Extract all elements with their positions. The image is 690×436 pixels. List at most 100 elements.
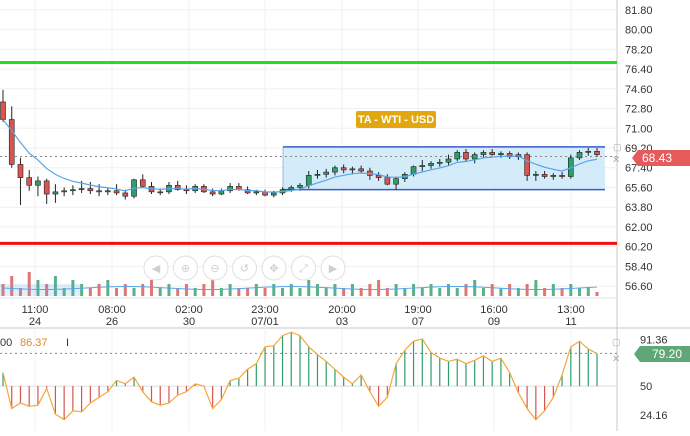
candle [35,180,41,186]
volume-bar [45,284,49,296]
candle [594,150,600,155]
candle [445,158,452,163]
candle [550,175,557,177]
date-label: 24 [29,316,41,328]
candle [113,190,120,194]
candle [393,178,399,185]
volume-bar [211,280,215,296]
volume-bar [1,284,5,296]
volume-bar [184,284,188,296]
price-tick-label: 72.80 [625,104,653,116]
candle [384,177,391,185]
volume-bar [385,288,389,296]
left-arrow-icon-glyph: ◀ [152,263,161,275]
toolbar-button-bg[interactable] [202,255,228,281]
volume-bar [455,288,459,296]
current-price-tag: 68.43 [632,150,690,166]
volume-bar [123,284,127,296]
volume-bar [516,288,520,296]
volume-bar [254,284,258,296]
candle [340,167,347,171]
osc-current-label: 79.20 [652,347,682,361]
price-tick-label: 76.40 [625,64,653,76]
candle [471,154,478,160]
volume-bar [481,288,485,296]
candle [559,175,565,177]
volume-bar [508,284,512,296]
volume-bar [342,288,346,296]
time-label: 20:00 [328,304,356,316]
volume-bar [333,284,337,296]
candle [122,192,129,197]
price-axis[interactable]: 81.8080.0078.2076.4074.6072.8071.0069.20… [625,5,653,293]
volume-bar [438,288,442,296]
volume-bar [595,292,599,296]
candle [524,154,530,176]
candle [419,165,426,167]
date-label: 07/01 [251,316,279,328]
left-arrow-icon[interactable]: ◀ [143,255,169,281]
volume-bar [237,288,241,296]
levels [0,60,617,245]
price-tick-label: 56.60 [625,281,653,293]
candle [78,188,85,190]
volume-bar [551,284,555,296]
osc-close-icon[interactable]: ✕ [612,354,620,365]
volume-bar [543,288,547,296]
volume-bar [534,280,538,296]
price-close-icon[interactable]: ✕ [612,155,620,166]
osc-maximize-icon[interactable]: ▢ [612,337,621,347]
volume-bar [289,284,293,296]
fit-icon-glyph: ⤢ [299,263,308,275]
candle [314,174,321,176]
volume-bar [36,280,40,296]
candle [533,174,539,176]
toolbar-button-bg[interactable] [261,255,287,281]
osc-tick-label: 24.16 [640,410,668,422]
pan-icon[interactable]: ✥ [261,255,287,281]
volume-bar [150,280,153,296]
candle [227,186,233,192]
toolbar-button-bg[interactable] [291,255,316,281]
toolbar-button-bg[interactable] [232,255,257,281]
zoom-out-icon[interactable]: ⊖ [202,255,228,281]
candle [244,189,251,194]
candle [436,161,443,164]
volume-bar [368,284,372,296]
volume-bar [10,276,14,296]
zoom-in-icon[interactable]: ⊕ [173,255,198,281]
candle [585,150,592,153]
candle [576,152,583,159]
price-tick-label: 63.80 [625,202,653,214]
toolbar-button-bg[interactable] [173,255,198,281]
candle [541,174,548,177]
time-label: 19:00 [404,304,432,316]
toolbar-button-bg[interactable] [143,255,169,281]
volume-bar [158,288,162,296]
candle [480,152,487,155]
candle [174,184,181,190]
time-label: 11:00 [22,304,49,316]
volume-bar [27,272,31,296]
date-label: 11 [565,316,576,328]
fit-icon[interactable]: ⤢ [291,255,316,281]
volume-bar [106,280,110,296]
chart-title-badge: TA - WTI - USD [356,111,436,128]
price-tick-label: 58.40 [625,261,653,273]
price-maximize-icon[interactable]: ▢ [613,142,622,152]
candle [105,190,111,193]
zoom-reset-icon-glyph: ↺ [240,263,249,275]
volume-bar [429,284,433,296]
current-price-label: 68.43 [642,151,672,165]
volume-average-line [2,285,598,290]
time-label: 23:00 [251,304,279,316]
toolbar-button-bg[interactable] [320,255,346,281]
price-tick-label: 71.00 [625,123,653,135]
candle [428,163,434,166]
zoom-reset-icon[interactable]: ↺ [232,255,257,281]
candle [157,191,164,194]
right-arrow-icon[interactable]: ▶ [320,255,346,281]
